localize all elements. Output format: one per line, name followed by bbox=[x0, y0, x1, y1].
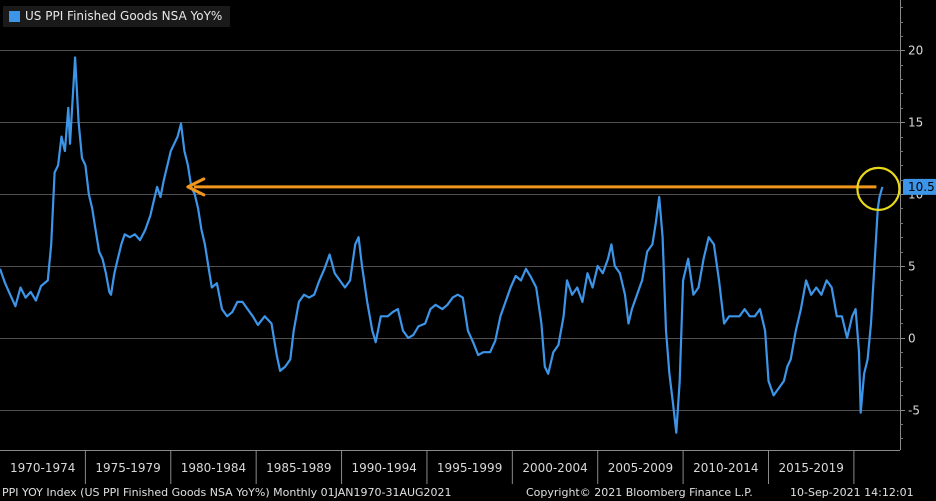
footer-copyright: Copyright© 2021 Bloomberg Finance L.P. bbox=[526, 486, 753, 499]
annotation-arrow-head bbox=[186, 177, 206, 197]
x-axis-labels: 1970-1974 1975-1979 1980-1984 1985-1989 1990… bbox=[10, 450, 855, 484]
xtick-label: 2005-2009 bbox=[608, 461, 673, 475]
legend-label: US PPI Finished Goods NSA YoY% bbox=[25, 9, 223, 23]
last-value-box bbox=[903, 178, 936, 195]
xtick-label: 1995-1999 bbox=[437, 461, 502, 475]
ytick-label: 15 bbox=[908, 116, 923, 130]
y-axis-ticks: 20151050-5 bbox=[900, 7, 923, 439]
annotation-circle bbox=[856, 166, 901, 212]
footer-index-info: PPI YOY Index (US PPI Finished Goods NSA… bbox=[2, 486, 452, 499]
ytick-label: 5 bbox=[908, 260, 916, 274]
ytick-label: -5 bbox=[908, 404, 920, 418]
xtick-label: 2010-2014 bbox=[693, 461, 758, 475]
footer-bar: PPI YOY Index (US PPI Finished Goods NSA… bbox=[0, 484, 936, 501]
grid-lines bbox=[0, 0, 901, 451]
last-value-label: 10.5 bbox=[908, 180, 935, 194]
last-value-marker: 10.5 bbox=[903, 178, 936, 195]
ppi-chart: 20151050-5 1970-19741975-19791980-198419… bbox=[0, 0, 936, 484]
xtick-label: 1980-1984 bbox=[181, 461, 246, 475]
xtick-label: 1975-1979 bbox=[95, 461, 160, 475]
xtick-label: 1990-1994 bbox=[352, 461, 417, 475]
footer-timestamp: 10-Sep-2021 14:12:01 bbox=[790, 486, 914, 499]
legend-swatch bbox=[9, 10, 20, 22]
xtick-label: 1970-1974 bbox=[10, 461, 75, 475]
xtick-label: 2000-2004 bbox=[522, 461, 587, 475]
xtick-label: 2015-2019 bbox=[778, 461, 843, 475]
ytick-label: 20 bbox=[908, 44, 923, 58]
annotation-group bbox=[186, 166, 901, 212]
xtick-label: 1985-1989 bbox=[266, 461, 331, 475]
legend: US PPI Finished Goods NSA YoY% bbox=[3, 6, 231, 27]
ytick-label: 0 bbox=[908, 332, 916, 346]
series-line-ppi bbox=[0, 56, 884, 434]
